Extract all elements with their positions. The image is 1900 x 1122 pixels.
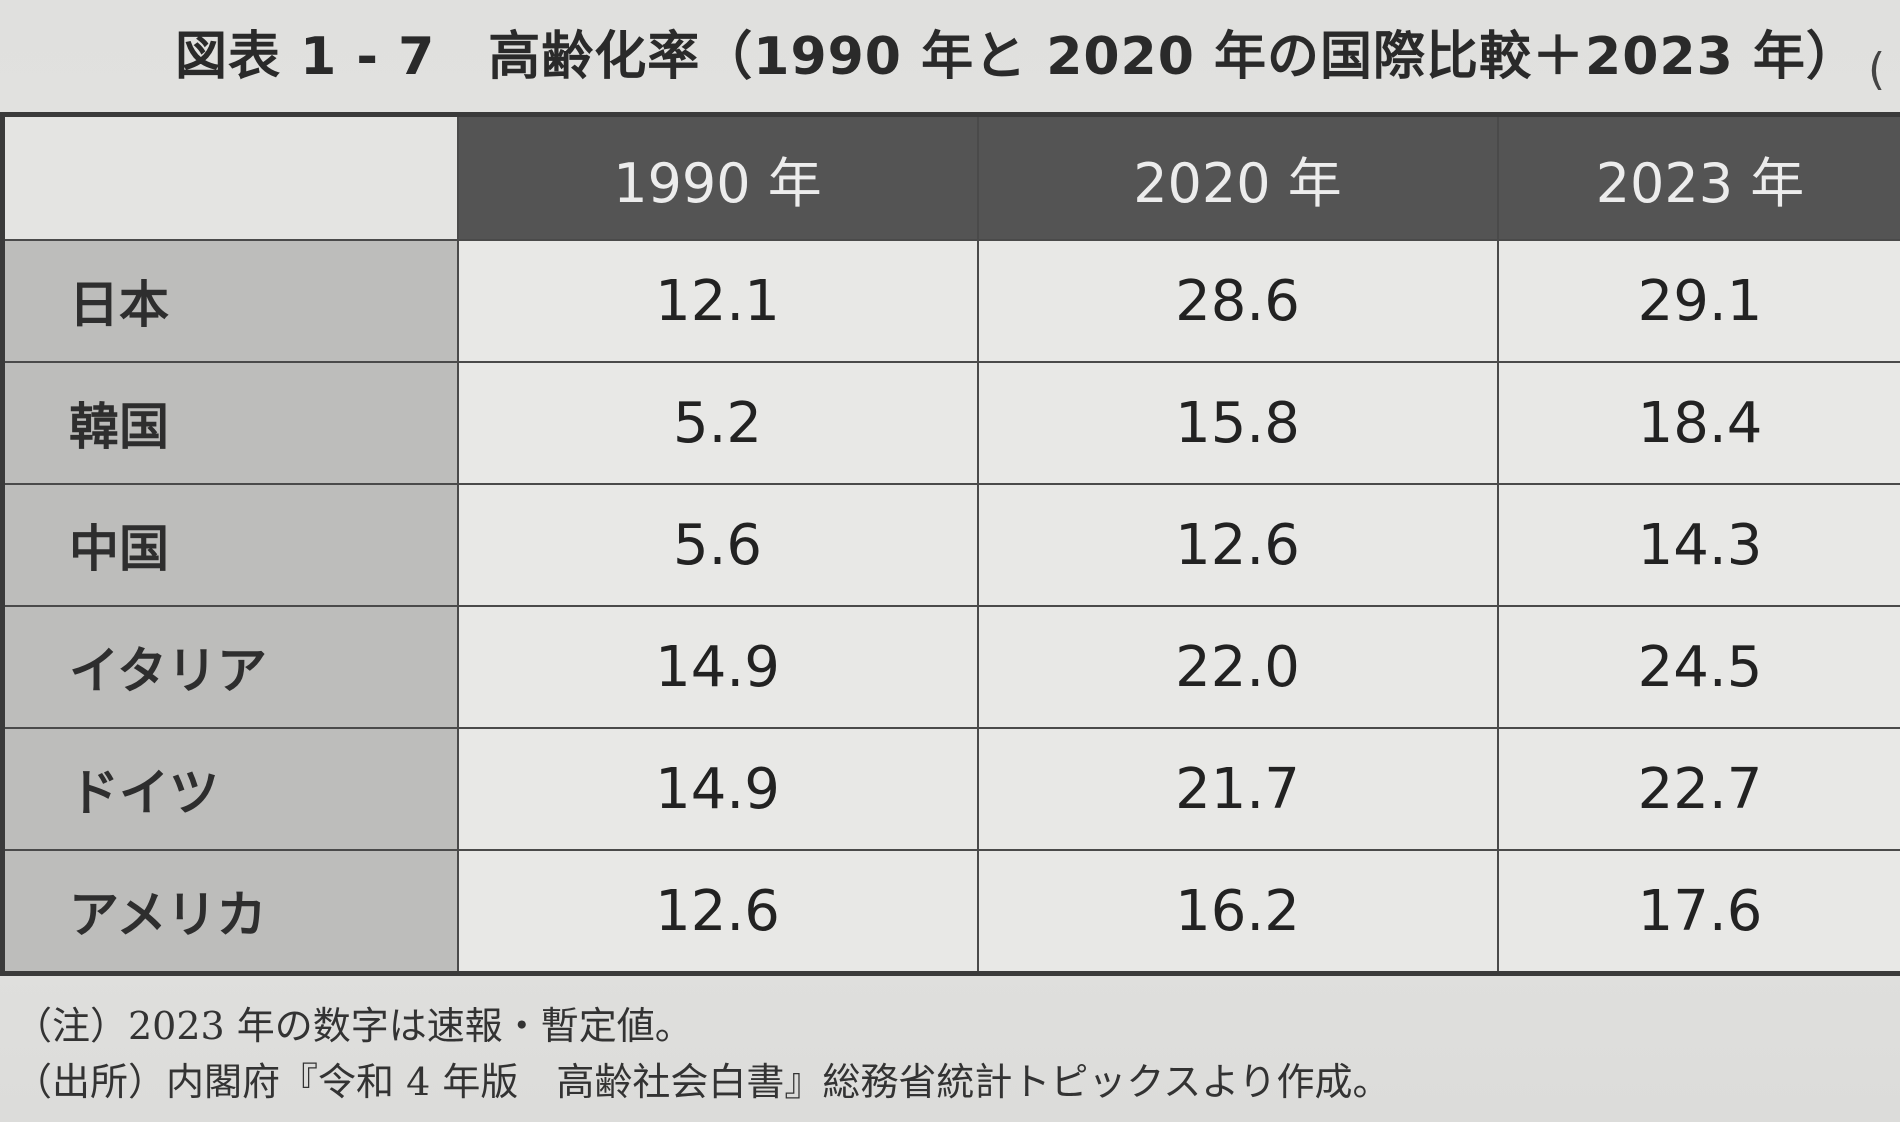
- data-cell: 12.1: [456, 239, 979, 363]
- row-label: イタリア: [0, 605, 459, 729]
- data-cell: 12.6: [976, 483, 1499, 607]
- header-corner-cell: [0, 113, 459, 241]
- data-cell: 22.7: [1496, 727, 1900, 851]
- row-label: 中国: [0, 483, 459, 607]
- row-label: ドイツ: [0, 727, 459, 851]
- data-cell: 5.6: [456, 483, 979, 607]
- data-cell: 22.0: [976, 605, 1499, 729]
- data-cell: 29.1: [1496, 239, 1900, 363]
- data-cell: 18.4: [1496, 361, 1900, 485]
- source-text: （出所）内閣府『令和 4 年版 高齢社会白書』総務省統計トピックスより作成。: [14, 1060, 1391, 1104]
- data-cell: 5.2: [456, 361, 979, 485]
- data-cell: 21.7: [976, 727, 1499, 851]
- data-cell: 14.9: [456, 605, 979, 729]
- row-label: 日本: [0, 239, 459, 363]
- column-header: 2023 年: [1496, 113, 1900, 241]
- data-cell: 16.2: [976, 849, 1499, 975]
- column-header: 1990 年: [456, 113, 979, 241]
- data-cell: 28.6: [976, 239, 1499, 363]
- page-title: 図表 1 - 7 高齢化率（1990 年と 2020 年の国際比較＋2023 年…: [175, 27, 1859, 87]
- data-cell: 24.5: [1496, 605, 1900, 729]
- header-row: 1990 年 2020 年 2023 年: [0, 113, 1900, 241]
- aging-rate-table: 1990 年 2020 年 2023 年 日本 12.1 28.6 29.1 韓…: [0, 112, 1900, 976]
- row-label: 韓国: [0, 361, 459, 485]
- table-row: 韓国 5.2 15.8 18.4: [0, 361, 1900, 485]
- note-text: （注）2023 年の数字は速報・暫定値。: [14, 1004, 693, 1048]
- data-cell: 14.9: [456, 727, 979, 851]
- edge-mark: (: [1868, 44, 1886, 95]
- table-row: ドイツ 14.9 21.7 22.7: [0, 727, 1900, 851]
- data-cell: 15.8: [976, 361, 1499, 485]
- table-row: イタリア 14.9 22.0 24.5: [0, 605, 1900, 729]
- table-row: 日本 12.1 28.6 29.1: [0, 239, 1900, 363]
- column-header: 2020 年: [976, 113, 1499, 241]
- table-notes: （注）2023 年の数字は速報・暫定値。 （出所）内閣府『令和 4 年版 高齢社…: [14, 998, 1390, 1110]
- row-label: アメリカ: [0, 849, 459, 975]
- data-cell: 14.3: [1496, 483, 1900, 607]
- data-cell: 17.6: [1496, 849, 1900, 975]
- table-row: アメリカ 12.6 16.2 17.6: [0, 849, 1900, 975]
- table-row: 中国 5.6 12.6 14.3: [0, 483, 1900, 607]
- data-cell: 12.6: [456, 849, 979, 975]
